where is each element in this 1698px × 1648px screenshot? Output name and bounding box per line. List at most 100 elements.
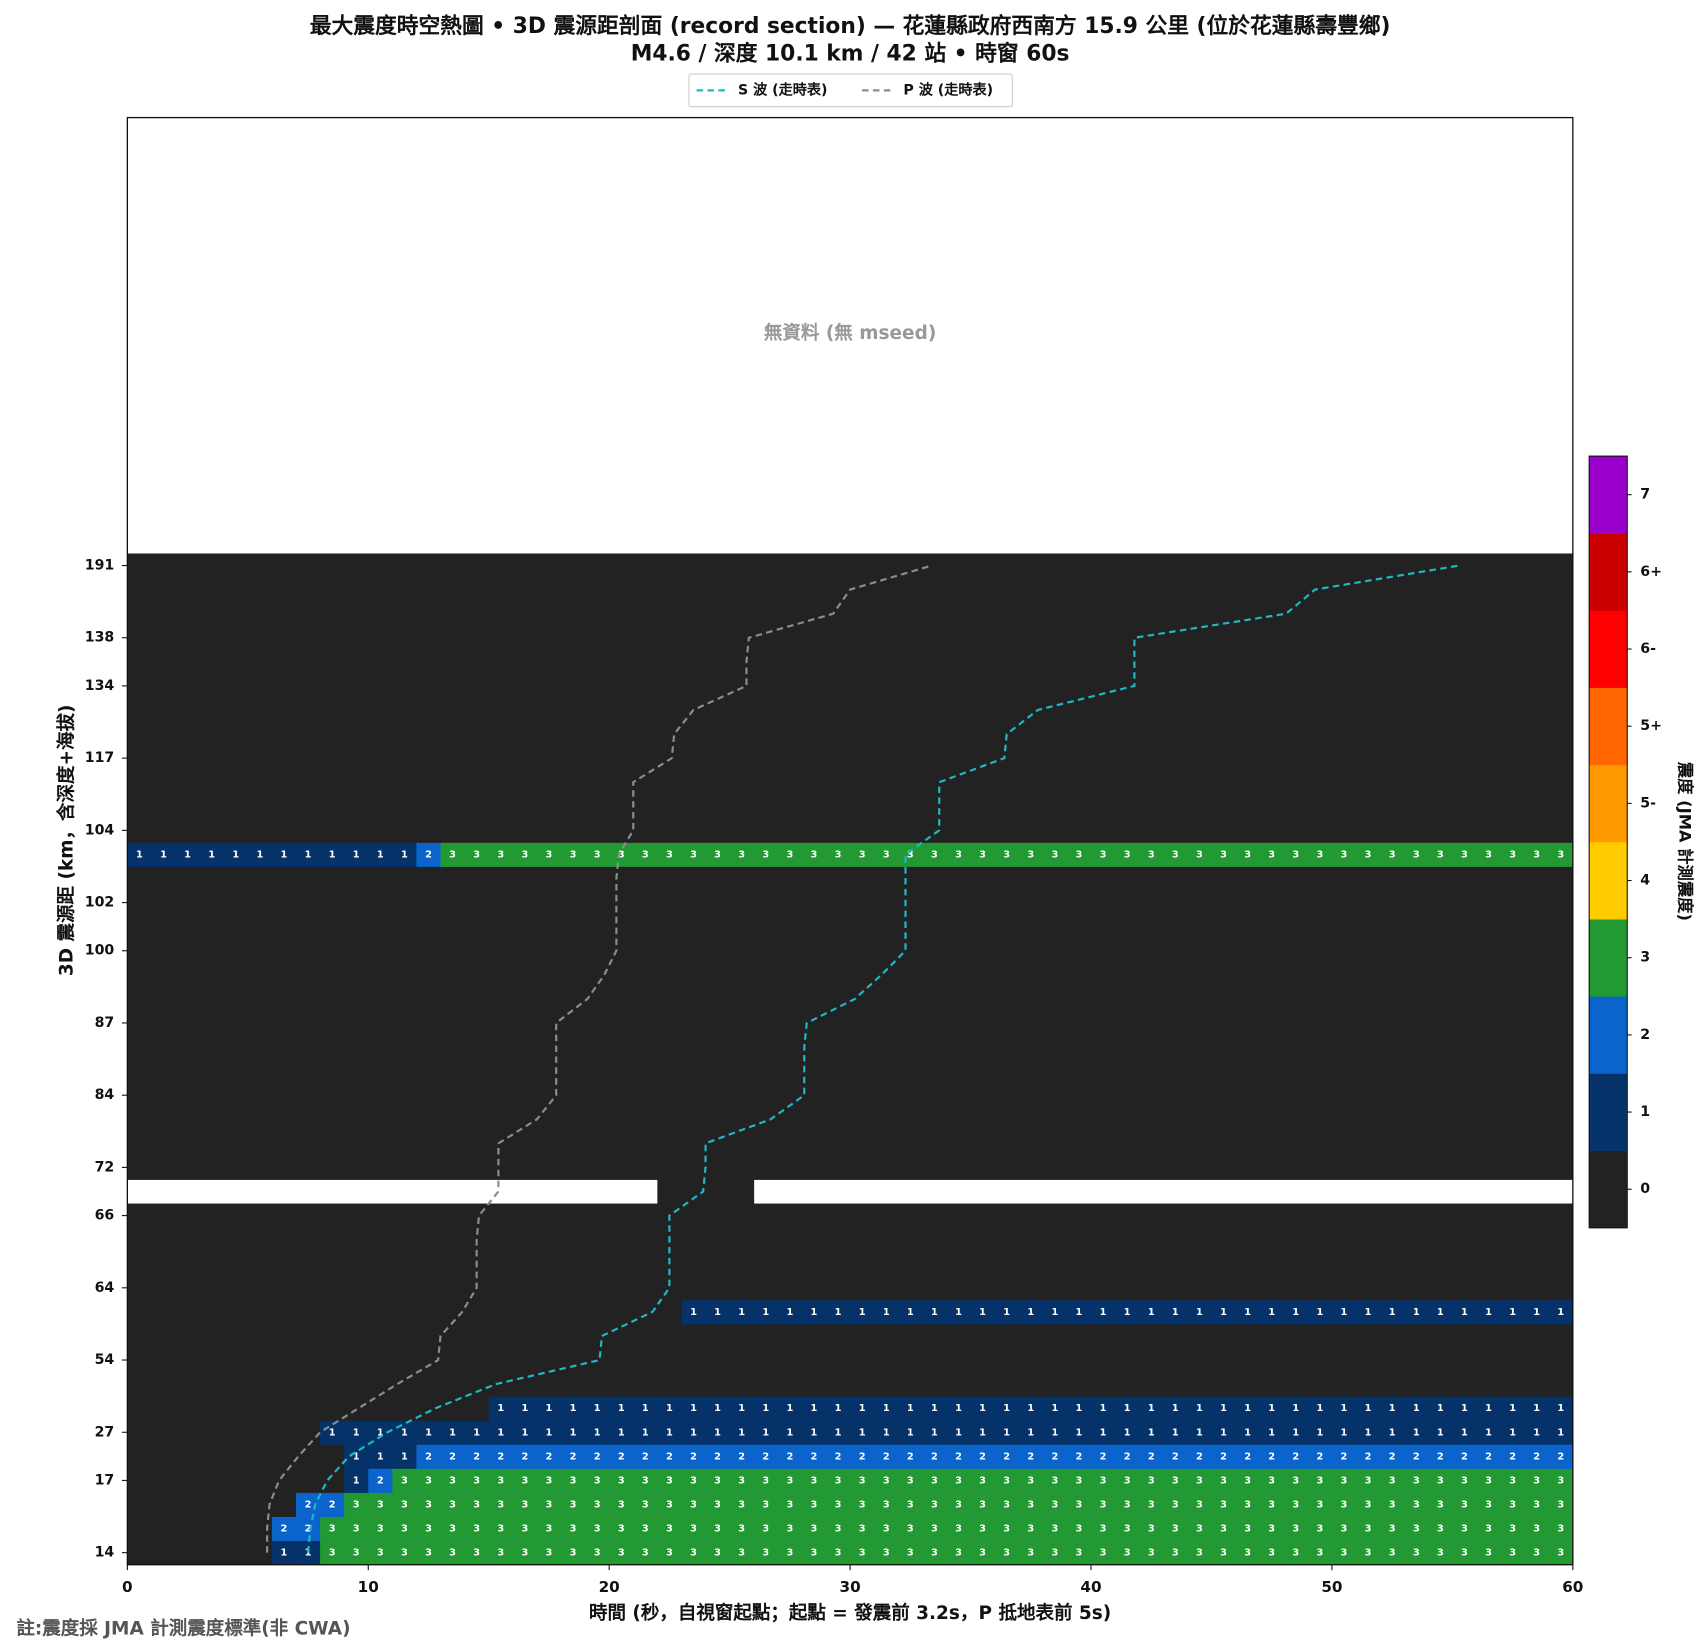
y-tick-label: 102 <box>85 895 115 911</box>
cell-label: 3 <box>377 1524 384 1535</box>
heatmap-cell <box>970 649 996 675</box>
heatmap-cell <box>825 1059 851 1084</box>
cell-label: 3 <box>714 1475 721 1486</box>
heatmap-cell <box>536 697 562 723</box>
heatmap-cell <box>560 625 586 651</box>
heatmap-cell <box>464 1203 490 1229</box>
heatmap-cell <box>946 553 971 578</box>
heatmap-cell <box>1404 1203 1429 1229</box>
heatmap-cell <box>223 1540 249 1566</box>
heatmap-cell <box>1187 1323 1212 1349</box>
heatmap-cell <box>1356 1227 1381 1253</box>
cell-label: 2 <box>521 1451 528 1462</box>
heatmap-cell <box>1500 1516 1526 1542</box>
cell-label: 3 <box>1557 1475 1564 1486</box>
heatmap-cell <box>440 1468 466 1493</box>
cell-label: 3 <box>955 1475 962 1486</box>
cell-label: 1 <box>570 1403 577 1414</box>
heatmap-cell <box>681 1372 706 1397</box>
heatmap-cell <box>1548 986 1574 1012</box>
cell-label: 3 <box>979 1548 986 1559</box>
heatmap-cell <box>416 1251 441 1277</box>
heatmap-cell <box>1211 1010 1236 1036</box>
cell-label: 1 <box>859 1427 866 1438</box>
cell-label: 1 <box>1124 1403 1131 1414</box>
heatmap-cell <box>874 1251 899 1277</box>
heatmap-cell <box>874 1396 899 1421</box>
heatmap-cell <box>898 697 923 723</box>
heatmap-cell <box>1524 625 1550 651</box>
heatmap-cell <box>970 1010 996 1036</box>
heatmap-cell <box>416 1010 441 1036</box>
cell-label: 1 <box>1461 1427 1468 1438</box>
heatmap-cell <box>1259 1035 1285 1060</box>
heatmap-cell <box>609 1083 634 1108</box>
heatmap-cell <box>1139 818 1164 843</box>
heatmap-cell <box>585 1299 610 1325</box>
heatmap-cell <box>1283 697 1309 723</box>
cell-label: 3 <box>1413 1548 1420 1559</box>
heatmap-cell <box>295 1083 321 1108</box>
heatmap-cell <box>1018 673 1044 699</box>
heatmap-cell <box>271 1010 297 1036</box>
heatmap-cell <box>705 1492 731 1517</box>
heatmap-cell <box>1211 722 1236 747</box>
heatmap-cell <box>1500 673 1526 699</box>
heatmap-cell <box>440 1372 466 1397</box>
heatmap-cell <box>464 697 490 723</box>
heatmap-cell <box>247 577 273 603</box>
heatmap-cell <box>368 770 393 795</box>
heatmap-cell <box>850 818 875 843</box>
heatmap-cell <box>488 1299 514 1325</box>
heatmap-cell <box>729 1035 755 1060</box>
heatmap-cell <box>1018 866 1044 891</box>
cell-label: 3 <box>1437 1524 1444 1535</box>
cell-label: 2 <box>714 1451 721 1462</box>
heatmap-cell <box>681 1396 706 1421</box>
heatmap-cell <box>1476 986 1501 1012</box>
heatmap-cell <box>1163 1420 1188 1445</box>
heatmap-cell <box>753 1107 779 1132</box>
cell-label: 3 <box>883 1548 890 1559</box>
heatmap-cell <box>1307 1107 1333 1132</box>
heatmap-cell <box>247 1468 273 1493</box>
heatmap-cell <box>1163 962 1188 988</box>
heatmap-cell <box>223 1299 249 1325</box>
heatmap-cell <box>1404 697 1429 723</box>
heatmap-cell <box>223 1444 249 1469</box>
heatmap-cell <box>175 818 201 843</box>
cell-label: 3 <box>1051 1548 1058 1559</box>
heatmap-cell <box>295 1372 321 1397</box>
heatmap-cell <box>175 1540 201 1566</box>
heatmap-cell <box>1380 1372 1405 1397</box>
heatmap-cell <box>488 818 514 843</box>
heatmap-cell <box>1404 1155 1429 1180</box>
heatmap-cell <box>1500 649 1526 675</box>
heatmap-cell <box>633 553 658 578</box>
heatmap-cell <box>994 1372 1020 1397</box>
heatmap-cell <box>416 1372 441 1397</box>
heatmap-cell <box>127 1468 152 1493</box>
heatmap-cell <box>1235 1299 1261 1325</box>
heatmap-cell <box>1500 890 1526 916</box>
heatmap-cell <box>536 673 562 699</box>
heatmap-cell <box>271 553 297 578</box>
heatmap-cell <box>1259 577 1285 603</box>
cell-label: 2 <box>1148 1451 1155 1462</box>
heatmap-cell <box>512 722 538 747</box>
heatmap-cell <box>874 1372 899 1397</box>
heatmap-cell <box>705 1444 731 1469</box>
heatmap-cell <box>320 1131 345 1156</box>
heatmap-cell <box>271 746 297 771</box>
cell-label: 3 <box>786 1500 793 1511</box>
heatmap-cell <box>729 1131 755 1156</box>
heatmap-cell <box>512 818 538 843</box>
cell-label: 3 <box>1100 849 1107 860</box>
heatmap-cell <box>512 890 538 916</box>
heatmap-cell <box>1524 1131 1550 1156</box>
heatmap-cell <box>1428 818 1453 843</box>
heatmap-cell <box>464 1323 490 1349</box>
heatmap-cell <box>657 818 682 843</box>
heatmap-cell <box>223 1420 249 1445</box>
heatmap-cell <box>368 1540 393 1566</box>
